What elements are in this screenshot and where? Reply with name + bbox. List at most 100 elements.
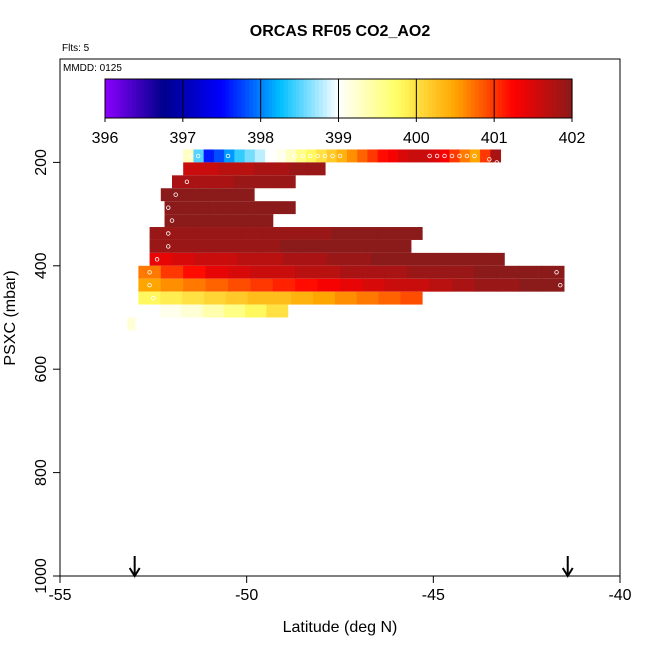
heatmap-cell: [398, 149, 409, 163]
colorbar-slice: [470, 79, 476, 118]
heatmap-cell: [171, 239, 194, 253]
y-axis: 200 400 600 800 1000: [33, 149, 60, 594]
heatmap-cell: [205, 265, 229, 279]
heatmap-cell: [340, 278, 363, 292]
heatmap-cell: [289, 162, 308, 176]
colorbar-slice: [287, 79, 293, 118]
heatmap-cell: [228, 278, 251, 292]
heatmap-cell: [393, 252, 417, 266]
colorbar-slice: [155, 79, 161, 118]
y-tick-label: 400: [33, 252, 50, 279]
colorbar-slice: [420, 79, 425, 118]
heatmap-cell: [198, 188, 218, 202]
colorbar-slice: [431, 79, 437, 118]
heatmap-cell: [271, 162, 291, 176]
y-tick-label: 200: [33, 149, 50, 176]
heatmap-cell: [371, 252, 394, 266]
colorbar-slice: [540, 79, 546, 118]
heatmap-cell: [228, 265, 251, 279]
heatmap-cell: [164, 214, 187, 228]
heatmap-cell: [214, 239, 238, 253]
heatmap-cell: [362, 265, 386, 279]
sample-marker: [166, 205, 171, 210]
sample-marker: [281, 153, 287, 159]
colorbar: 396 397 398 399 400 401 402: [92, 78, 586, 147]
sample-markers: [139, 153, 563, 327]
heatmap-cell: [265, 149, 276, 163]
sample-marker: [300, 153, 305, 159]
colorbar-slice: [112, 79, 118, 118]
heatmap-cell: [258, 239, 281, 253]
heatmap-cell: [367, 149, 379, 163]
colorbar-slice: [326, 79, 332, 118]
colorbar-slice: [190, 79, 196, 118]
heatmap-cell: [149, 252, 173, 266]
colorbar-slice: [284, 79, 289, 118]
colorbar-slice: [140, 79, 145, 118]
heatmap-cell: [308, 227, 332, 240]
colorbar-tick-label: 400: [403, 130, 430, 147]
colorbar-slice: [206, 79, 211, 118]
heatmap-cell: [203, 149, 215, 163]
heatmap-cell: [482, 252, 505, 266]
colorbar-slice: [544, 79, 550, 118]
y-axis-label: PSXC (mbar): [2, 270, 19, 365]
heatmap-cell: [437, 252, 461, 266]
heatmap-cell: [449, 149, 461, 163]
colorbar-slice: [307, 79, 312, 118]
colorbar-slice: [517, 79, 523, 118]
heatmap-cell: [229, 201, 253, 215]
heatmap-cell: [285, 149, 297, 163]
colorbar-slice: [505, 79, 511, 118]
colorbar-slice: [389, 79, 394, 118]
colorbar-slice: [385, 79, 390, 118]
heatmap-cell: [302, 239, 325, 253]
heatmap-cell: [519, 265, 543, 279]
heatmap-cell: [323, 239, 347, 253]
heatmap-cell: [208, 201, 231, 215]
colorbar-slice: [280, 79, 285, 118]
heatmap-cell: [251, 201, 274, 215]
colorbar-slice: [151, 79, 157, 118]
sample-marker: [472, 153, 477, 159]
colorbar-slice: [299, 79, 305, 118]
colorbar-slice: [392, 79, 398, 118]
colorbar-slice: [167, 79, 172, 118]
colorbar-slice: [241, 79, 246, 118]
colorbar-tick-label: 402: [559, 130, 586, 147]
colorbar-slice: [268, 79, 273, 118]
heatmap-cell: [541, 278, 565, 292]
colorbar-slice: [136, 79, 141, 118]
heatmap-cell: [218, 162, 237, 176]
colorbar-slice: [501, 79, 507, 118]
heatmap-cell: [254, 149, 266, 163]
sample-marker: [143, 308, 149, 314]
sample-marker: [154, 257, 160, 262]
heatmap-cell: [418, 149, 430, 163]
x-tick-label: -50: [235, 587, 258, 604]
heatmap-cell: [541, 265, 565, 279]
colorbar-slice: [357, 79, 363, 118]
heatmap-cell: [213, 149, 225, 163]
colorbar-slice: [163, 79, 168, 118]
heatmap-cell: [238, 252, 261, 266]
heatmap-cell: [216, 252, 239, 266]
sample-marker: [457, 153, 462, 159]
colorbar-tick-label: 397: [169, 130, 196, 147]
heatmap-cell: [384, 278, 408, 292]
heatmap-cell: [399, 227, 423, 240]
heatmap-cell: [160, 265, 184, 279]
heatmap-cell: [149, 227, 173, 240]
heatmap-cell: [254, 175, 276, 189]
heatmap-cell: [205, 278, 229, 292]
colorbar-slice: [264, 79, 270, 118]
heatmap-cell: [127, 317, 136, 331]
sample-marker: [195, 153, 201, 159]
heatmap-cell: [266, 304, 289, 318]
heatmap-cell: [356, 291, 379, 305]
sample-marker: [274, 153, 279, 159]
heatmap-cell: [285, 227, 310, 240]
sample-marker: [442, 153, 447, 159]
heatmap-cell: [251, 214, 274, 228]
heatmap-cell: [377, 149, 389, 163]
